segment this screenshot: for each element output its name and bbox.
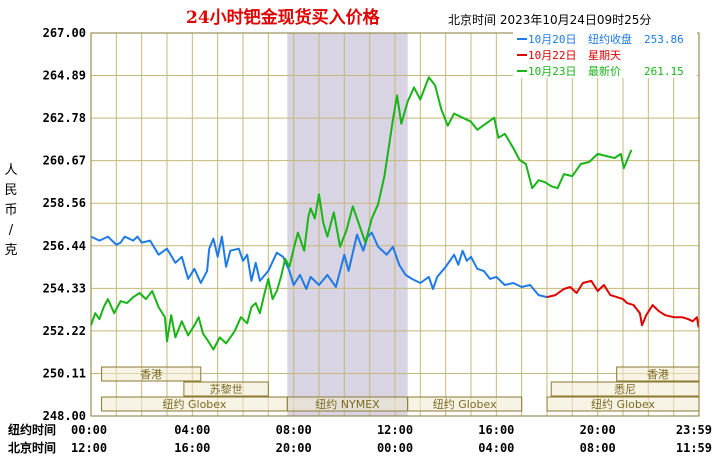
session-bar	[183, 381, 269, 397]
x-tick-ny: 12:00	[377, 423, 413, 437]
session-band: 苏黎世	[183, 381, 269, 397]
y-tick-label: 258.56	[43, 196, 86, 210]
y-axis-label-char: 币	[4, 203, 17, 218]
legend-label: 星期天	[588, 49, 621, 62]
legend-background	[513, 32, 697, 78]
session-band: 香港	[616, 366, 700, 382]
y-axis-label: 人民币 / 克	[4, 163, 17, 258]
session-band: 纽约 Globex	[101, 396, 288, 412]
session-label: 纽约 Globex	[163, 397, 227, 411]
legend-label: 纽约收盘	[588, 32, 632, 46]
legend: 10月20日 纽约收盘 253.86 10月22日 星期天 10月23日 最新价 261.15	[513, 32, 697, 78]
session-band: 香港	[101, 366, 202, 382]
legend-label: 最新价	[588, 64, 621, 78]
x-tick-bj: 12:00	[71, 441, 107, 455]
x-tick-ny: 08:00	[276, 423, 312, 437]
legend-date: 10月20日	[528, 33, 577, 46]
y-tick-label: 252.22	[43, 324, 86, 338]
y-axis-label-char: 人	[4, 163, 17, 178]
y-axis-label-char: 民	[4, 183, 17, 198]
session-label: 香港	[647, 368, 669, 381]
legend-value: 253.86	[644, 33, 684, 46]
y-tick-label: 254.33	[43, 281, 86, 295]
x-tick-ny: 00:00	[71, 423, 107, 437]
x-tick-bj: 08:00	[580, 441, 616, 455]
session-band: 纽约 NYMEX	[286, 396, 409, 412]
x-tick-ny: 20:00	[580, 423, 616, 437]
session-bar	[407, 396, 523, 412]
chart-subtitle: 北京时间 2023年10月24日09时25分	[448, 13, 651, 27]
x-tick-bj: 20:00	[276, 441, 312, 455]
session-label: 苏黎世	[210, 382, 243, 396]
session-band: 悉尼	[550, 381, 700, 397]
x-tick-bj: 04:00	[478, 441, 514, 455]
chart-title: 24小时钯金现货买入价格	[186, 7, 381, 28]
y-tick-label: 262.78	[43, 111, 86, 125]
y-tick-label: 256.44	[43, 239, 86, 253]
legend-date: 10月23日	[528, 65, 577, 78]
y-tick-label: 250.11	[43, 366, 86, 380]
x-tick-bj: 11:59	[676, 441, 712, 455]
session-band: 纽约 Globex	[407, 396, 523, 412]
legend-value: 261.15	[644, 65, 684, 78]
row-label-bj: 北京时间	[8, 440, 56, 455]
y-ticks: 267.00 264.89 262.78 260.67 258.56 256.44 254.…	[43, 26, 86, 423]
session-label: 纽约 NYMEX	[315, 397, 380, 411]
y-tick-label: 264.89	[43, 69, 86, 83]
session-label: 悉尼	[614, 383, 636, 396]
y-tick-label: 248.00	[43, 409, 86, 423]
plot-border	[90, 32, 700, 417]
session-label: 纽约 Globex	[433, 397, 497, 411]
x-tick-bj: 00:00	[377, 441, 413, 455]
series-line-2	[90, 76, 633, 351]
y-tick-label: 267.00	[43, 26, 86, 40]
session-label: 纽约 Globex	[591, 397, 655, 411]
x-tick-ny: 16:00	[478, 423, 514, 437]
session-bar	[101, 366, 202, 382]
series-lines	[90, 76, 700, 351]
y-axis-label-char: 克	[4, 243, 17, 258]
x-tick-ny: 23:59	[676, 423, 712, 437]
x-tick-ny: 04:00	[174, 423, 210, 437]
y-tick-label: 260.67	[43, 154, 86, 168]
session-band: 纽约 Globex	[546, 396, 700, 412]
series-line-1	[546, 279, 700, 328]
grid	[90, 32, 700, 417]
legend-date: 10月22日	[528, 49, 577, 62]
session-label: 香港	[140, 368, 162, 381]
row-label-ny: 纽约时间	[8, 422, 56, 437]
x-tick-bj: 16:00	[174, 441, 210, 455]
series-line-0	[90, 231, 548, 299]
y-axis-label-char: /	[9, 223, 14, 238]
